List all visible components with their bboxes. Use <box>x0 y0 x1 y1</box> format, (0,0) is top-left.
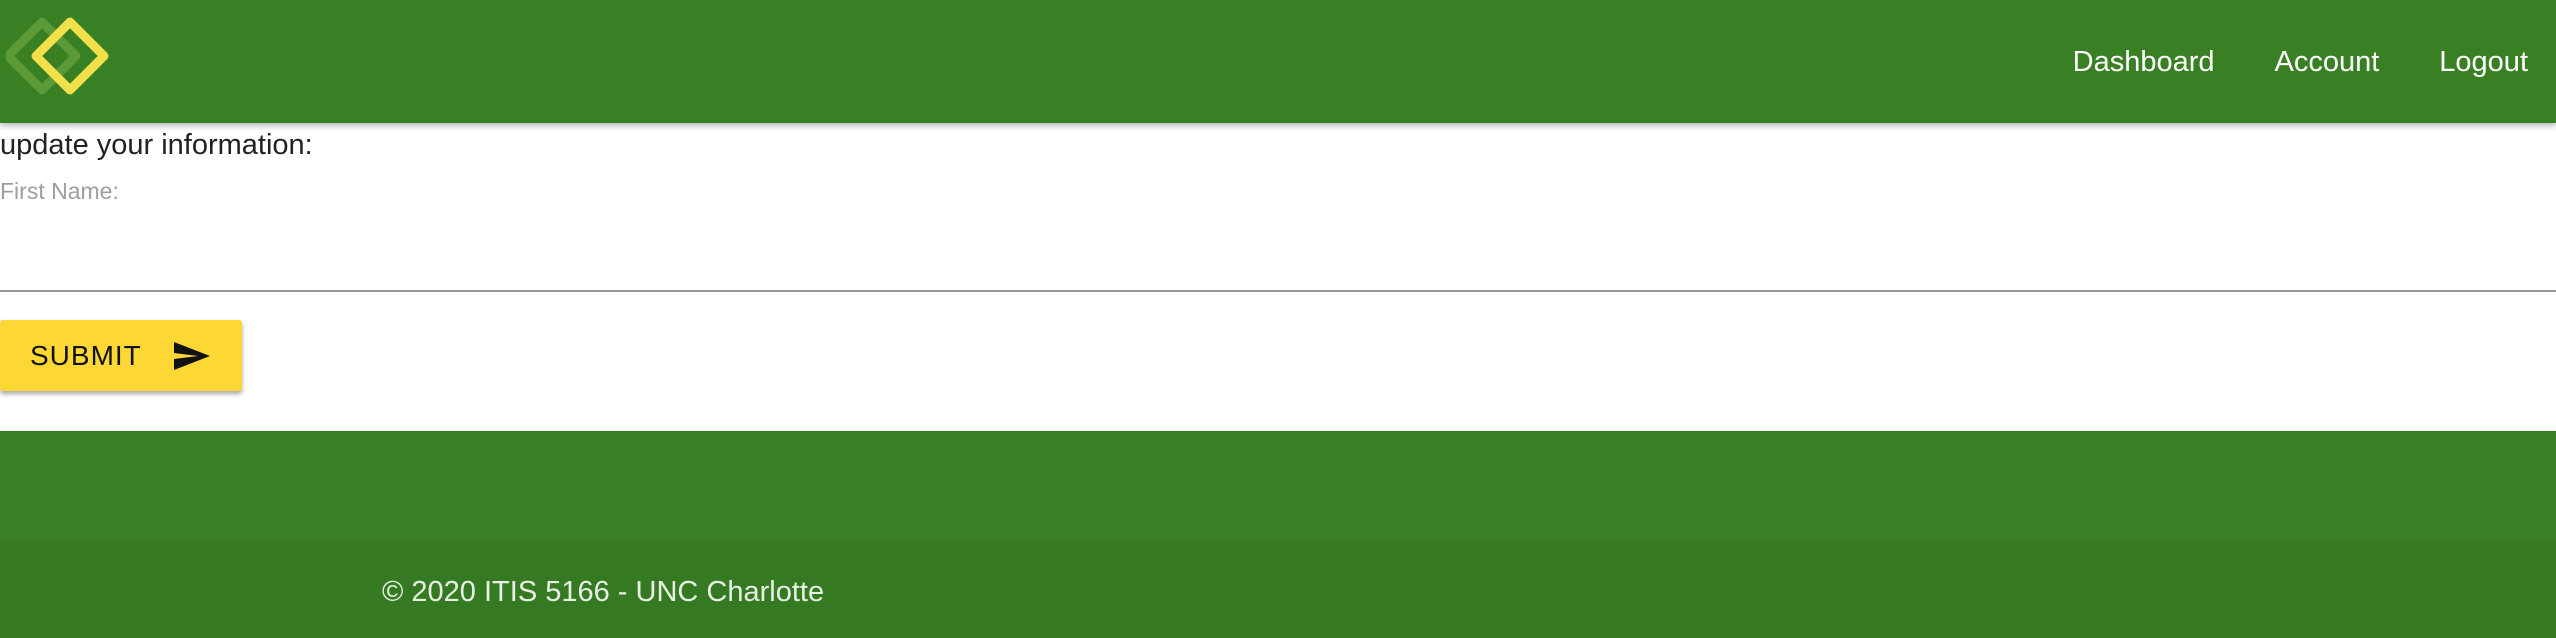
form-heading: update your information: <box>0 129 313 161</box>
first-name-label: First Name: <box>0 178 119 204</box>
first-name-field-group: First Name: <box>0 178 2556 302</box>
nav-link-account[interactable]: Account <box>2274 45 2380 78</box>
nav-link-dashboard[interactable]: Dashboard <box>2072 45 2215 78</box>
logo-icon[interactable] <box>6 16 116 98</box>
footer-band <box>0 431 2556 542</box>
top-navbar: Dashboard Account Logout <box>0 0 2556 123</box>
nav-links: Dashboard Account Logout <box>2073 40 2528 84</box>
nav-link-logout[interactable]: Logout <box>2439 45 2528 78</box>
send-icon <box>173 341 210 370</box>
copyright-text: © 2020 ITIS 5166 - UNC Charlotte <box>382 576 825 608</box>
first-name-input[interactable] <box>0 216 2556 292</box>
footer-bar: © 2020 ITIS 5166 - UNC Charlotte <box>0 542 2556 638</box>
submit-button[interactable]: SUBMIT <box>0 320 242 391</box>
submit-label: SUBMIT <box>30 339 142 371</box>
update-info-form: update your information: First Name: SUB… <box>0 123 2556 431</box>
